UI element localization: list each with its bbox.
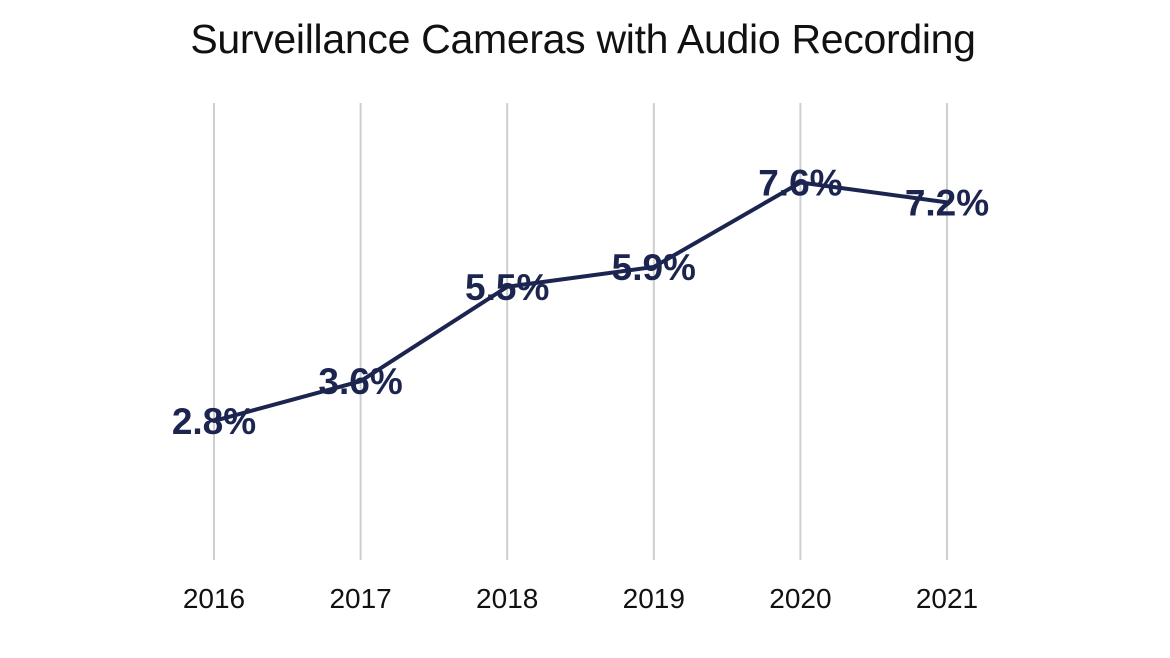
x-tick-label: 2019 — [623, 583, 685, 614]
chart-title: Surveillance Cameras with Audio Recordin… — [190, 16, 976, 62]
x-tick-label: 2017 — [329, 583, 391, 614]
data-label-2020: 7.6% — [758, 162, 842, 203]
series-line — [212, 180, 949, 423]
x-tick-label: 2020 — [769, 583, 831, 614]
data-label-2016: 2.8% — [172, 401, 256, 442]
x-tick-label: 2021 — [916, 583, 978, 614]
data-label-2018: 5.5% — [465, 267, 549, 308]
x-tick-label: 2016 — [183, 583, 245, 614]
data-label-2019: 5.9% — [612, 247, 696, 288]
series-layer — [212, 180, 949, 423]
data-label-2021: 7.2% — [905, 182, 989, 223]
x-axis-ticks: 2016 2017 2018 2019 2020 2021 — [183, 583, 978, 614]
data-labels: 2.8% 3.6% 5.5% 5.9% 7.6% 7.2% — [172, 162, 989, 441]
gridlines — [213, 103, 948, 560]
x-tick-label: 2018 — [476, 583, 538, 614]
data-label-2017: 3.6% — [318, 361, 402, 402]
